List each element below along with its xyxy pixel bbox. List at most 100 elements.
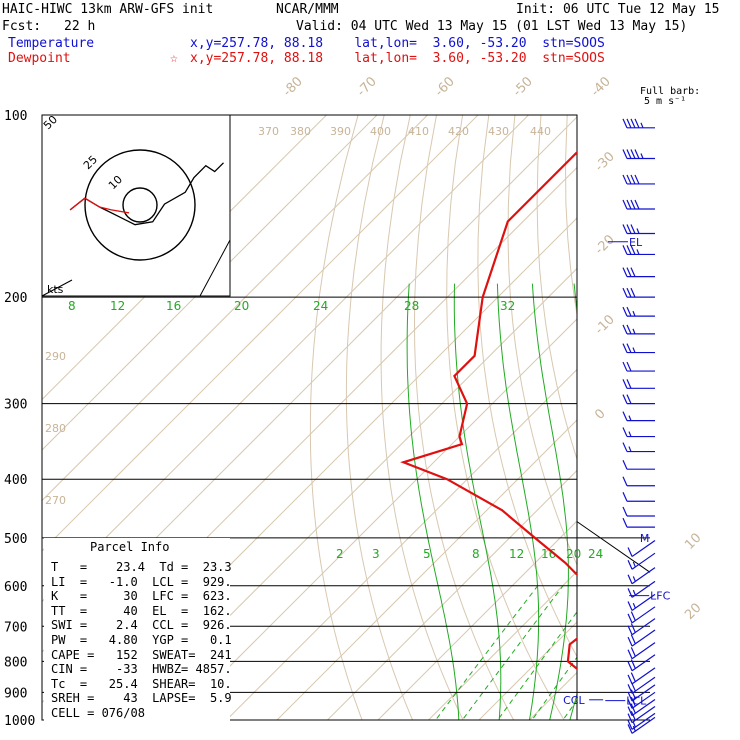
parcel-info-row: CELL = 076/08 bbox=[51, 706, 145, 720]
mixing-ratio-label: 12 bbox=[509, 547, 524, 561]
wind-barb-flag bbox=[626, 379, 632, 389]
wind-barb bbox=[622, 343, 655, 354]
wind-barb-half-flag bbox=[628, 431, 632, 437]
wind-barb-flag bbox=[630, 199, 636, 210]
wind-barb-flag bbox=[630, 611, 636, 621]
isotherm-line bbox=[42, 115, 428, 502]
dry-adiabat-label: 400 bbox=[370, 125, 391, 138]
wind-barb-shaft bbox=[631, 539, 656, 558]
wind-barb-half-flag bbox=[632, 561, 636, 568]
isotherm-line bbox=[427, 570, 577, 720]
dry-adiabat-line bbox=[345, 115, 414, 720]
dry-adiabat-line bbox=[536, 115, 577, 461]
isotherm-line bbox=[42, 115, 378, 451]
wind-barb bbox=[627, 699, 656, 717]
temperature-legend-label: Temperature bbox=[8, 36, 95, 51]
isotherm-line bbox=[42, 115, 479, 552]
moist-adiabat-line bbox=[406, 283, 460, 720]
dry-adiabat-label: 290 bbox=[45, 350, 66, 363]
wind-barb-flag bbox=[622, 199, 628, 210]
isotherm-line bbox=[326, 469, 577, 720]
wind-barb bbox=[627, 691, 656, 709]
dry-adiabat-line bbox=[477, 115, 577, 658]
parcel-info-row: LI = -1.0 LCL = 929. bbox=[51, 574, 232, 589]
wind-barb-flag bbox=[634, 199, 640, 210]
wind-barb-half-flag bbox=[636, 249, 640, 255]
wind-barb-half-flag bbox=[632, 347, 636, 353]
pressure-tick-label: 700 bbox=[4, 620, 27, 635]
dry-adiabat-line bbox=[564, 115, 577, 318]
wind-barb-flag bbox=[627, 706, 633, 716]
barb-scale-title: Full barb: bbox=[640, 86, 701, 97]
thermo-grid bbox=[42, 115, 740, 733]
moist-adiabat-line bbox=[496, 283, 540, 720]
mixing-ratio-label: 16 bbox=[541, 547, 556, 561]
wind-barb-flag bbox=[622, 379, 628, 389]
wind-barb bbox=[622, 287, 655, 298]
hodograph-box bbox=[41, 114, 231, 297]
mixing-ratio-line bbox=[577, 586, 679, 733]
wind-barb-flag bbox=[627, 588, 633, 598]
wind-barb-flag bbox=[630, 174, 636, 185]
wind-barb-shaft bbox=[631, 667, 656, 685]
wind-barb-flag bbox=[630, 118, 636, 129]
wind-barb-flag bbox=[622, 411, 628, 421]
wind-barb-flag bbox=[626, 343, 632, 353]
wind-barb-flag bbox=[626, 174, 632, 185]
wind-barb-flag bbox=[622, 306, 628, 317]
wind-barb-flag bbox=[622, 506, 628, 517]
moist-adiabat-line bbox=[531, 283, 569, 720]
wind-barb-shaft bbox=[631, 654, 656, 672]
isotherm-line bbox=[618, 115, 740, 733]
dry-adiabat-line bbox=[646, 115, 740, 730]
wind-barb-flag bbox=[627, 661, 633, 672]
wind-barb bbox=[627, 706, 656, 724]
wind-barb-flag bbox=[627, 699, 633, 709]
wind-barb-half-flag bbox=[636, 228, 640, 234]
wind-barb bbox=[622, 224, 655, 235]
moist-adiabat-line bbox=[569, 283, 577, 720]
model-title: HAIC-HIWC 13km ARW-GFS init bbox=[2, 2, 214, 17]
isotherm-label: -60 bbox=[432, 74, 458, 100]
wind-barb-shaft bbox=[631, 567, 656, 585]
parcel-info-row: CAPE = 152 SWEAT= 241 bbox=[51, 647, 232, 662]
mixing-ratio-label: 5 bbox=[423, 547, 431, 561]
mixing-ratio-label: 24 bbox=[588, 547, 603, 561]
mixing-ratio-label: 8 bbox=[472, 547, 480, 561]
dry-adiabat-line bbox=[724, 115, 740, 730]
mixing-ratio-line bbox=[497, 611, 577, 720]
pressure-tick-label: 400 bbox=[4, 473, 27, 488]
wind-barb bbox=[627, 712, 656, 730]
wind-barb-flag bbox=[622, 476, 628, 486]
dry-adiabat-label: 410 bbox=[408, 125, 429, 138]
wind-barb-flag bbox=[622, 224, 628, 234]
isotherm-label: -30 bbox=[592, 149, 618, 175]
wind-barb-flag bbox=[622, 459, 628, 470]
wind-barb bbox=[627, 552, 656, 570]
wind-barb-flag bbox=[627, 625, 633, 635]
wind-barb-half-flag bbox=[640, 153, 644, 159]
mixed-layer-label: M bbox=[640, 532, 650, 545]
wind-barb bbox=[627, 654, 656, 672]
isotherm-line bbox=[668, 115, 740, 733]
forecast-hours: 22 h bbox=[64, 19, 96, 34]
wind-barb-flag bbox=[627, 649, 633, 659]
dewpoint-star-icon: ☆ bbox=[170, 51, 178, 66]
dry-adiabat-label: 370 bbox=[258, 125, 279, 138]
dry-adiabat-line bbox=[446, 115, 565, 720]
isotherm-label: -40 bbox=[588, 74, 614, 100]
isotherm-label: 20 bbox=[682, 601, 704, 623]
parcel-info-row: PW = 4.80 YGP = 0.1 bbox=[51, 633, 232, 647]
wind-barb-half-flag bbox=[628, 415, 632, 421]
wind-barb-shaft bbox=[631, 716, 656, 734]
wind-barb bbox=[627, 684, 656, 702]
wind-barb-flag bbox=[626, 361, 632, 372]
wind-barb bbox=[627, 580, 656, 598]
init-time: Init: 06 UTC Tue 12 May 15 bbox=[516, 2, 720, 17]
isotherm-line bbox=[528, 671, 577, 720]
wind-barb bbox=[622, 492, 655, 502]
wind-barb bbox=[622, 379, 655, 389]
wind-barb bbox=[622, 324, 655, 335]
parcel-info-row: SWI = 2.4 CCL = 926. bbox=[51, 618, 232, 633]
